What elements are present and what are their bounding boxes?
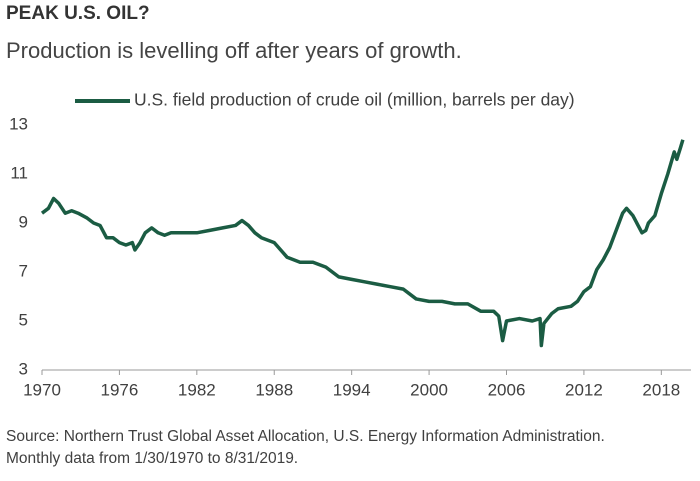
y-tick-label: 7: [19, 261, 28, 280]
chart-subtitle: Production is levelling off after years …: [6, 38, 462, 63]
y-tick-label: 13: [9, 114, 28, 133]
x-tick-label: 1982: [178, 380, 216, 399]
data-line: [40, 139, 685, 348]
x-tick-label: 2000: [410, 380, 448, 399]
x-tick-label: 2012: [565, 380, 603, 399]
x-tick-label: 1988: [255, 380, 293, 399]
source-note: Source: Northern Trust Global Asset Allo…: [6, 428, 605, 467]
y-tick-label: 3: [19, 359, 28, 378]
x-tick-label: 2018: [642, 380, 680, 399]
x-tick-label: 1994: [333, 380, 371, 399]
x-tick-label: 2006: [488, 380, 526, 399]
y-tick-label: 5: [19, 310, 28, 329]
x-tick-label: 1976: [101, 380, 139, 399]
chart-title: PEAK U.S. OIL?: [6, 3, 150, 24]
y-tick-label: 9: [19, 212, 28, 231]
y-tick-label: 11: [10, 163, 28, 182]
x-tick-label: 1970: [23, 380, 61, 399]
legend-label: U.S. field production of crude oil (mill…: [134, 90, 575, 110]
